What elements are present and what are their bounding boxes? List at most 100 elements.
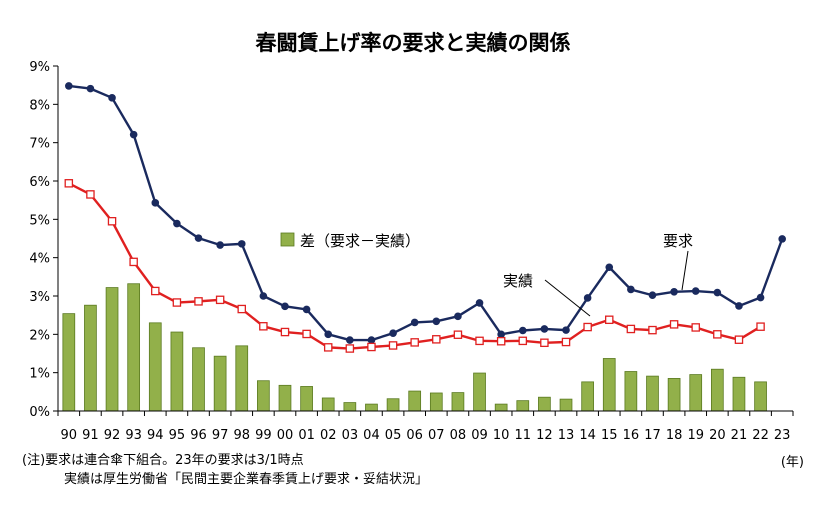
y-tick-label: 7% (29, 137, 50, 152)
x-tick-label: 15 (601, 428, 618, 443)
x-tick-label: 01 (298, 428, 315, 443)
jisseki-point (669, 320, 679, 329)
difference-bars (62, 283, 767, 412)
yokyu-point (216, 241, 224, 249)
yokyu-point (302, 305, 311, 314)
difference-bar (213, 355, 227, 412)
difference-bar (257, 380, 270, 412)
yokyu-point (540, 325, 549, 333)
difference-bar (386, 398, 400, 412)
x-tick-label: 07 (428, 428, 445, 443)
x-tick-label: 98 (233, 428, 250, 443)
jisseki-point (453, 330, 463, 339)
jisseki-point (691, 323, 700, 332)
axes (53, 65, 794, 416)
yokyu-point (281, 302, 289, 311)
jisseki-point (605, 315, 614, 325)
y-tick-label: 8% (29, 98, 50, 113)
yokyu-leader (681, 250, 689, 291)
yokyu-point (151, 199, 160, 207)
x-tick-label: 04 (363, 428, 380, 443)
yokyu-point (605, 263, 614, 272)
x-tick-label: 22 (752, 428, 769, 443)
x-tick-label: 00 (277, 428, 294, 443)
difference-bar (62, 313, 76, 412)
jisseki-point (583, 322, 592, 332)
series-markers (64, 82, 786, 353)
y-tick-label: 9% (29, 60, 50, 75)
tick-labels: 0% 1% 2% 3% 4% 5% 6% 7% 8% 9% 90 91 92 93 94 95 96 97 98 99… (29, 60, 790, 443)
jisseki-point (756, 322, 765, 331)
yokyu-point (389, 329, 397, 337)
jisseki-point (648, 325, 657, 335)
x-tick-label: 14 (579, 428, 596, 443)
year-unit-label: (年) (780, 455, 804, 470)
x-tick-label: 95 (169, 428, 186, 443)
x-tick-label: 02 (320, 428, 337, 443)
difference-bar (321, 397, 335, 412)
jisseki-point (259, 322, 268, 331)
x-tick-label: 03 (342, 428, 359, 443)
x-tick-label: 94 (147, 428, 164, 443)
yokyu-point (346, 336, 354, 344)
jisseki-point (64, 179, 74, 188)
yokyu-point (713, 288, 722, 297)
x-tick-label: 90 (61, 428, 78, 443)
yokyu-point (648, 291, 657, 300)
chart-title: 春闘賃上げ率の要求と実績の関係 (256, 31, 571, 55)
jisseki-leader (544, 279, 591, 317)
yokyu-point (259, 292, 268, 300)
difference-bar (732, 376, 746, 412)
legend-label: 差（要求－実績） (300, 232, 420, 250)
difference-bar (516, 400, 530, 412)
difference-bar (581, 381, 594, 412)
jisseki-point (86, 190, 95, 199)
jisseki-point (496, 336, 506, 346)
y-tick-label: 0% (29, 405, 50, 420)
note-line-1: (注)要求は連合傘下組合。23年の要求は3/1時点 (22, 453, 304, 468)
legend-swatch (280, 232, 295, 247)
difference-bar (494, 403, 508, 412)
yokyu-point (583, 294, 592, 302)
jisseki-point (172, 298, 182, 307)
jisseki-point (302, 329, 311, 339)
yokyu-point (475, 299, 484, 307)
x-tick-label: 92 (104, 428, 121, 443)
series-lines (68, 84, 784, 350)
x-tick-label: 99 (255, 428, 272, 443)
difference-bar (559, 398, 573, 412)
x-tick-label: 96 (190, 428, 207, 443)
difference-bar (170, 331, 184, 412)
jisseki-point (475, 336, 484, 346)
jisseki-point (367, 342, 376, 352)
yokyu-point (173, 219, 181, 228)
x-tick-label: 13 (558, 428, 575, 443)
jisseki-point (215, 295, 225, 305)
x-tick-label: 11 (515, 428, 532, 443)
yokyu-point (432, 317, 441, 326)
jisseki-point (388, 341, 398, 350)
difference-bar (538, 396, 551, 412)
x-tick-label: 06 (406, 428, 423, 443)
difference-bar (473, 372, 486, 412)
jisseki-point (129, 257, 138, 267)
difference-bar (343, 402, 357, 412)
difference-bar (278, 384, 292, 412)
yokyu-point (367, 336, 376, 344)
x-tick-label: 09 (471, 428, 488, 443)
y-tick-label: 5% (29, 213, 50, 228)
yokyu-point (108, 94, 116, 102)
yokyu-point (756, 293, 765, 302)
y-tick-label: 1% (29, 367, 50, 382)
difference-bar (148, 322, 162, 412)
y-tick-label: 3% (29, 290, 50, 305)
difference-bar (235, 345, 249, 412)
difference-bar (127, 283, 141, 412)
x-tick-label: 97 (212, 428, 229, 443)
note-line-2: 実績は厚生労働省「民間主要企業春季賃上げ要求・妥結状況」 (64, 472, 429, 487)
difference-bar (429, 392, 443, 412)
jisseki-point (237, 304, 246, 314)
yokyu-annotation: 要求 (663, 232, 693, 250)
x-tick-label: 17 (644, 428, 661, 443)
yokyu-point (237, 240, 246, 248)
